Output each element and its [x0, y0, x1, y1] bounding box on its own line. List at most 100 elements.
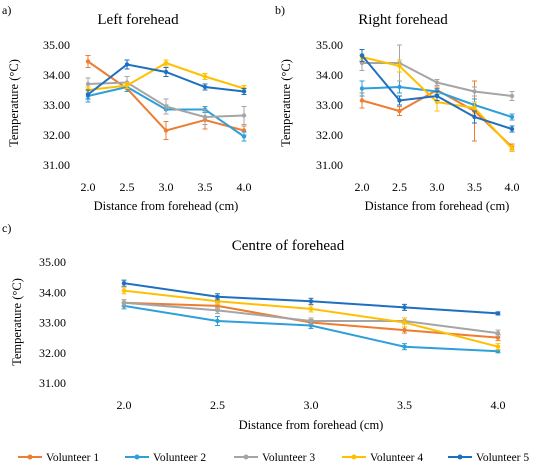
x-tick-label: 4.0 — [505, 180, 520, 194]
chart-left-forehead: Left forehead Temperature (°C) Distance fr… — [7, 12, 252, 213]
y-tick-label: 35.00 — [43, 38, 70, 52]
legend-label-4: Volunteer 4 — [370, 452, 423, 464]
x-tick-label: 2.0 — [81, 180, 96, 194]
legend-label-3: Volunteer 3 — [262, 452, 315, 464]
data-point — [495, 330, 501, 336]
data-point — [124, 62, 130, 67]
data-point — [402, 327, 407, 333]
data-point — [241, 89, 247, 94]
data-point — [434, 93, 440, 99]
data-point — [359, 86, 365, 91]
data-point — [121, 288, 127, 293]
legend-label-1: Volunteer 1 — [46, 452, 99, 464]
data-point — [359, 98, 365, 103]
chart-right-forehead: Right forehead Temperature (°C) Distance f… — [279, 12, 520, 213]
x-axis-label: Distance from forehead (cm) — [365, 199, 510, 213]
x-tick-label: 3.0 — [430, 180, 445, 194]
data-point — [202, 74, 208, 79]
data-point — [434, 80, 440, 85]
data-point — [509, 146, 515, 151]
y-tick-label: 34.00 — [316, 68, 343, 82]
y-axis-label: Temperature (°C) — [7, 59, 21, 147]
y-tick-label: 32.00 — [39, 346, 66, 360]
x-tick-label: 3.0 — [159, 180, 174, 194]
x-axis-label: Distance from forehead (cm) — [94, 199, 239, 213]
data-point — [124, 83, 130, 88]
legend-marker-5 — [457, 454, 463, 460]
y-tick-label: 33.00 — [43, 98, 70, 112]
x-tick-label: 2.5 — [120, 180, 135, 194]
y-axis-label: Temperature (°C) — [279, 59, 293, 147]
data-point — [495, 311, 501, 316]
legend: Volunteer 1 Volunteer 2 Volunteer 3 Volunte… — [18, 452, 529, 464]
data-point — [85, 59, 91, 64]
data-point — [202, 84, 208, 90]
panel-label-b: b) — [275, 3, 285, 17]
data-point — [163, 60, 169, 66]
data-point — [472, 89, 477, 94]
data-point — [85, 81, 91, 87]
data-point — [215, 318, 220, 324]
x-tick-label: 2.5 — [392, 180, 407, 194]
x-tick-label: 3.5 — [198, 180, 213, 194]
data-point — [495, 344, 501, 349]
data-point — [402, 344, 407, 349]
x-tick-label: 4.0 — [491, 398, 506, 412]
data-point — [397, 108, 402, 114]
x-tick-label: 2.0 — [355, 180, 370, 194]
y-tick-label: 32.00 — [43, 128, 70, 142]
data-point — [121, 300, 127, 306]
chart-centre-forehead: Centre of forehead Temperature (°C) Distan… — [10, 238, 506, 432]
data-point — [163, 69, 169, 75]
data-point — [163, 104, 169, 109]
x-tick-label: 4.0 — [237, 180, 252, 194]
data-point — [308, 299, 314, 304]
data-point — [215, 308, 220, 313]
data-point — [202, 114, 208, 120]
chart-title: Right forehead — [358, 12, 448, 28]
y-tick-label: 33.00 — [316, 98, 343, 112]
data-point — [509, 93, 515, 99]
data-point — [241, 113, 247, 118]
chart-title: Left forehead — [97, 12, 179, 28]
data-point — [85, 92, 91, 97]
data-point — [397, 98, 402, 103]
chart-title: Centre of forehead — [232, 238, 345, 254]
legend-marker-2 — [134, 454, 140, 460]
y-axis-label: Temperature (°C) — [10, 278, 24, 366]
y-tick-label: 32.00 — [316, 128, 343, 142]
y-tick-label: 34.00 — [43, 68, 70, 82]
x-tick-label: 3.5 — [397, 398, 412, 412]
data-point — [359, 53, 365, 58]
legend-marker-3 — [243, 454, 249, 460]
data-point — [397, 84, 402, 90]
x-tick-label: 3.5 — [467, 180, 482, 194]
panel-label-c: c) — [2, 221, 11, 235]
data-point — [215, 294, 220, 299]
data-point — [163, 128, 169, 133]
y-tick-label: 31.00 — [316, 158, 343, 172]
data-point — [308, 306, 314, 312]
legend-marker-4 — [351, 454, 357, 460]
x-tick-label: 2.0 — [117, 398, 132, 412]
data-point — [472, 114, 477, 120]
y-tick-label: 31.00 — [43, 158, 70, 172]
data-point — [397, 63, 402, 69]
data-point — [308, 318, 314, 324]
y-tick-label: 34.00 — [39, 285, 66, 299]
data-point — [402, 305, 407, 310]
panel-label-a: a) — [2, 3, 11, 17]
y-tick-label: 35.00 — [316, 38, 343, 52]
data-point — [472, 105, 477, 111]
data-point — [509, 126, 515, 132]
data-point — [402, 320, 407, 325]
legend-label-5: Volunteer 5 — [476, 452, 529, 464]
data-point — [509, 114, 515, 120]
legend-label-2: Volunteer 2 — [153, 452, 206, 464]
x-tick-label: 3.0 — [304, 398, 319, 412]
y-tick-label: 33.00 — [39, 316, 66, 330]
x-axis-label: Distance from forehead (cm) — [239, 418, 384, 432]
y-tick-label: 35.00 — [39, 255, 66, 269]
y-tick-label: 31.00 — [39, 376, 66, 390]
